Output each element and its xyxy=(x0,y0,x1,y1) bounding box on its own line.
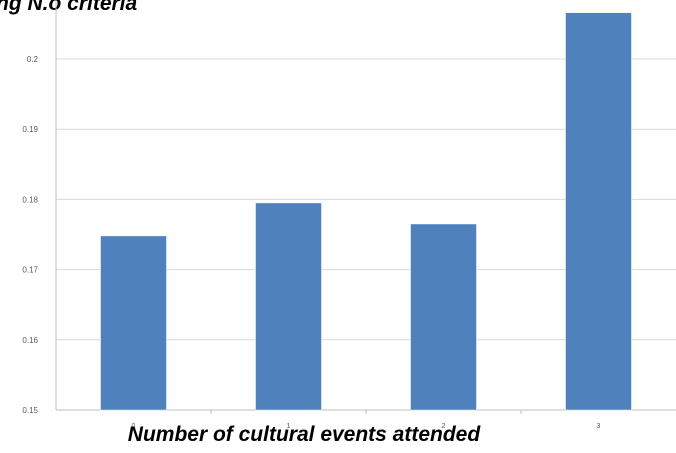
y-tick-label-1: 0.16 xyxy=(22,336,38,345)
x-tick-label-3: 3 xyxy=(597,423,601,430)
bar-2 xyxy=(410,223,477,411)
bar-1 xyxy=(255,202,322,411)
y-tick-label-2: 0.17 xyxy=(22,266,38,275)
y-tick-label-4: 0.19 xyxy=(22,125,38,134)
y-tick-label-5: 0.2 xyxy=(27,55,39,64)
y-tick-label-3: 0.18 xyxy=(22,195,38,204)
x-tick-label-0: 0 xyxy=(132,423,136,430)
bar-3 xyxy=(565,12,632,411)
bar-0 xyxy=(100,235,167,411)
x-axis-label: Number of cultural events attended xyxy=(0,423,676,447)
y-tick-label-0: 0.15 xyxy=(22,406,38,415)
x-tick-label-1: 1 xyxy=(287,423,291,430)
x-axis-label-text: Number of cultural events attended xyxy=(127,423,481,446)
chart-title-fragment: ng N.o criteria xyxy=(0,0,138,15)
x-tick-label-2: 2 xyxy=(442,423,446,430)
